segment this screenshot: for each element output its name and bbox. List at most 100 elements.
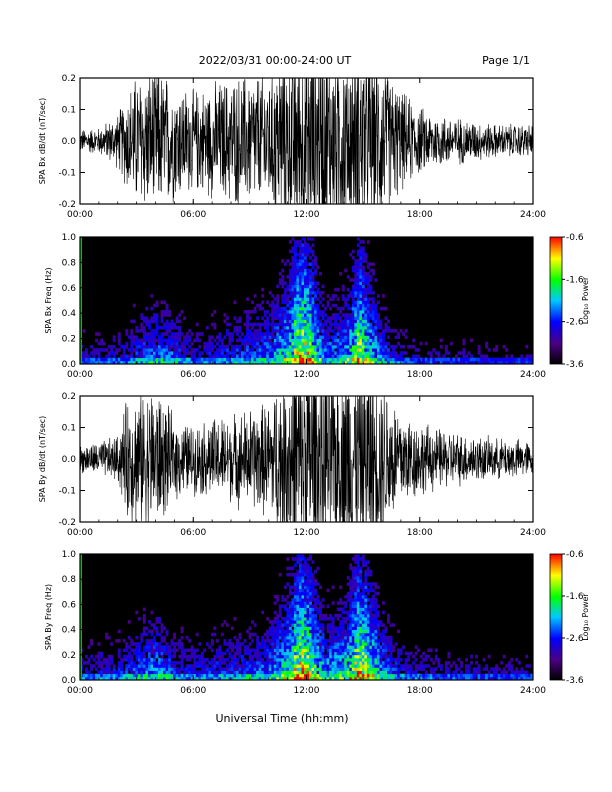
spectrogram-cell [288,585,292,590]
spectrogram-cell [447,673,451,678]
spectrogram-cell [105,657,109,662]
spectrogram-cell [454,360,458,365]
spectrogram-cell [414,360,418,365]
spectrogram-cell [130,664,134,668]
spectrogram-cell [341,329,345,333]
spectrogram-cell [100,661,104,665]
spectrogram-cell [110,670,114,675]
y-tick-label: -0.2 [58,200,76,210]
spectrogram-cell [288,657,292,662]
spectrogram-cell [336,664,340,668]
spectrogram-cell [110,673,114,678]
spectrogram-cell [467,670,471,675]
spectrogram-cell [394,664,398,668]
spectrogram-cell [359,246,363,251]
spectrogram-cell [402,351,406,355]
spectrogram-cell [349,566,353,571]
spectrogram-cell [296,252,300,257]
spectrogram-cell [384,664,388,668]
spectrogram-cell [364,629,368,634]
spectrogram-cell [296,610,300,615]
spectrogram-cell [168,335,171,339]
spectrogram-cell [326,588,330,593]
spectrogram-cell [175,670,179,675]
spectrogram-cell [158,664,161,668]
spectrogram-cell [334,645,338,649]
spectrogram-cell [482,667,486,671]
spectrogram-cell [132,357,136,362]
spectrogram-cell [351,351,355,355]
spectrogram-cell [449,673,453,678]
spectrogram-cell [314,635,317,640]
spectrogram-cell [210,348,214,352]
spectrogram-cell [470,354,473,359]
spectrogram-cell [135,642,139,646]
spectrogram-cell [278,354,282,359]
spectrogram-cell [351,360,355,365]
spectrogram-cell [288,300,292,305]
spectrogram-cell [371,268,375,273]
spectrogram-cell [175,344,179,349]
spectrogram-cell [359,642,363,646]
spectrogram-cell [407,670,411,675]
spectrogram-cell [356,265,360,270]
spectrogram-cell [356,601,360,605]
spectrogram-cell [298,673,302,678]
spectrogram-cell [278,572,282,577]
spectrogram-cell [366,667,370,671]
spectrogram-cell [165,325,169,330]
spectrogram-cell [293,322,297,327]
spectrogram-cell [205,360,209,365]
spectrogram-cell [278,676,282,681]
spectrogram-cell [442,676,446,681]
spectrogram-cell [258,654,262,659]
spectrogram-cell [256,651,260,656]
spectrogram-cell [329,670,333,675]
spectrogram-cell [296,598,300,602]
spectrogram-cell [316,639,320,643]
spectrogram-cell [296,332,300,336]
spectrogram-cell [331,303,335,308]
spectrogram-cell [215,341,219,346]
spectrogram-cell [472,673,476,678]
spectrogram-cell [379,332,383,336]
spectrogram-cell [334,664,338,668]
spectrogram-cell [281,322,285,327]
spectrogram-cell [147,670,151,675]
spectrogram-cell [117,360,121,365]
spectrogram-cell [306,341,310,346]
spectrogram-cell [220,651,224,656]
spectrogram-cell [351,639,355,643]
spectrogram-cell [346,341,350,346]
spectrogram-cell [278,357,282,362]
spectrogram-cell [306,598,310,602]
spectrogram-cell [356,325,360,330]
spectrogram-cell [361,629,365,634]
spectrogram-cell [293,645,297,649]
spectrogram-cell [180,332,184,336]
spectrogram-cell [341,335,345,339]
spectrogram-cell [351,607,355,612]
spectrogram-cell [293,344,297,349]
spectrogram-cell [253,294,257,298]
spectrogram-cell [354,357,358,362]
spectrogram-cell [110,360,114,365]
spectrogram-cell [225,351,229,355]
spectrogram-cell [389,657,393,662]
spectrogram-cell [238,673,242,678]
spectrogram-cell [183,648,187,653]
spectrogram-cell [314,319,317,324]
spectrogram-cell [142,670,146,675]
spectrogram-cell [482,354,486,359]
spectrogram-cell [316,670,320,675]
spectrogram-cell [376,613,380,618]
spectrogram-cell [135,635,139,640]
spectrogram-cell [130,657,134,662]
spectrogram-cell [364,329,368,333]
spectrogram-cell [366,351,370,355]
spectrogram-cell [248,651,252,656]
spectrogram-cell [243,310,247,314]
spectrogram-cell [341,344,345,349]
spectrogram-cell [331,635,335,640]
spectrogram-cell [168,648,171,653]
